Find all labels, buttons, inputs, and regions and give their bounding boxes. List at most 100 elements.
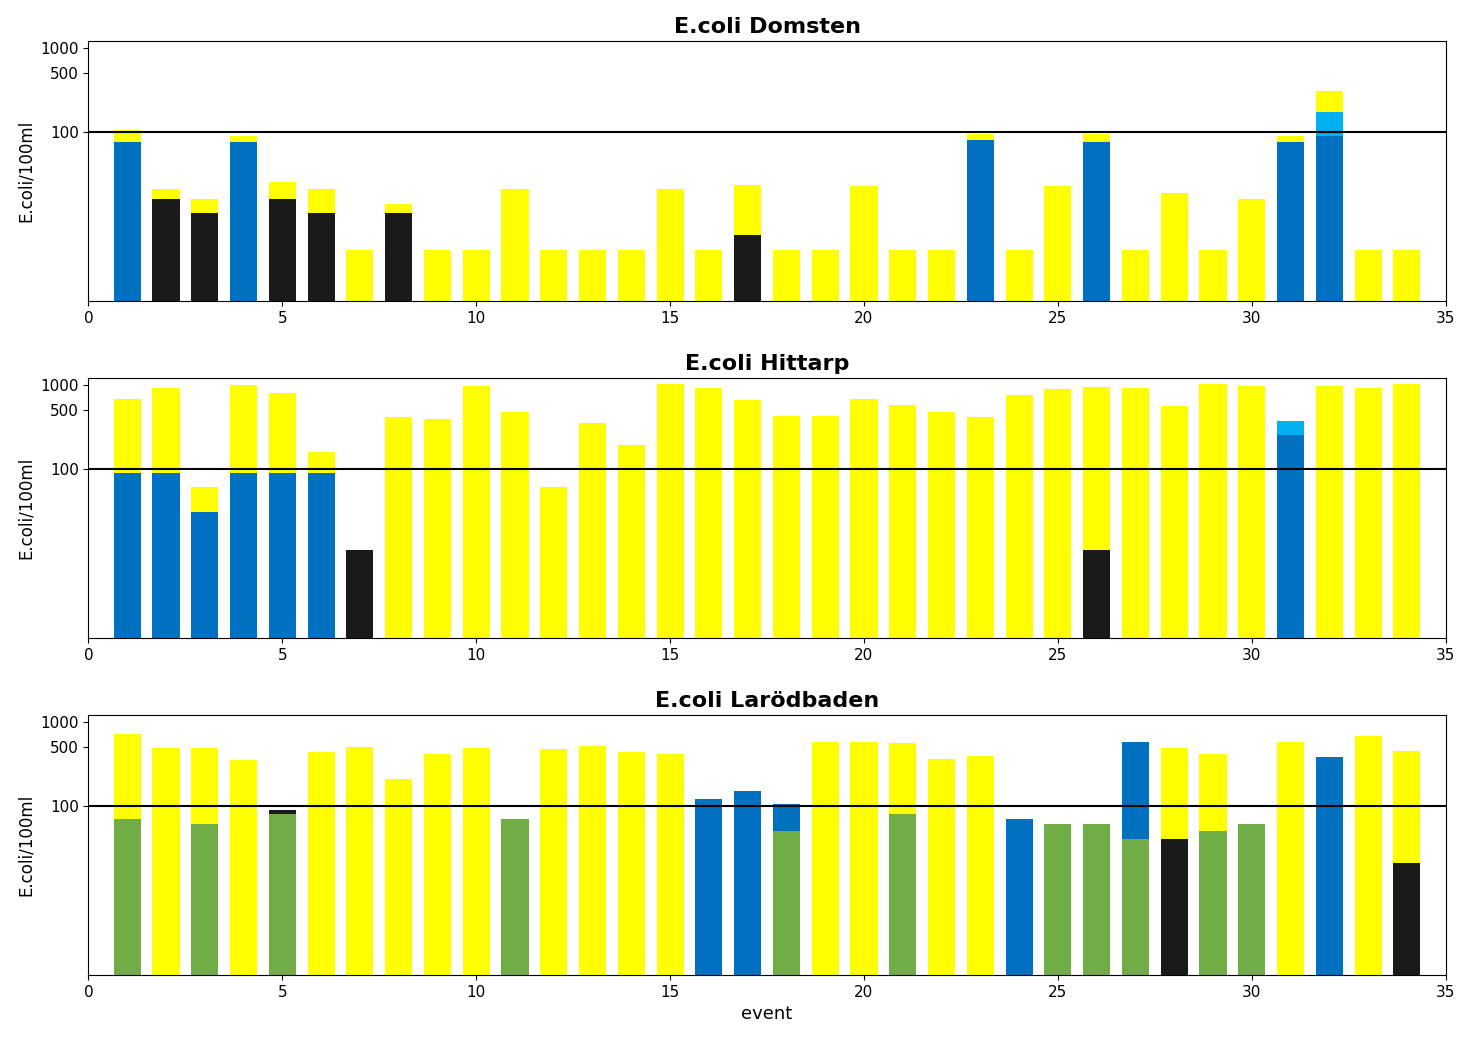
Bar — [424, 754, 450, 976]
Bar — [735, 400, 761, 639]
Bar — [386, 213, 412, 302]
Bar — [191, 200, 218, 213]
Bar — [113, 733, 141, 818]
Bar — [967, 756, 994, 976]
Bar — [889, 405, 917, 639]
Bar — [578, 251, 606, 302]
Bar — [153, 388, 180, 472]
Bar — [502, 412, 528, 639]
Y-axis label: E.coli/100ml: E.coli/100ml — [16, 457, 35, 560]
Bar — [851, 743, 877, 976]
Bar — [540, 251, 567, 302]
Bar — [657, 754, 683, 976]
Bar — [308, 753, 334, 976]
Bar — [308, 451, 334, 472]
Bar — [386, 204, 412, 213]
Bar — [1122, 251, 1150, 302]
Bar — [540, 488, 567, 639]
Bar — [1005, 394, 1033, 639]
Bar — [540, 749, 567, 976]
Bar — [967, 140, 994, 302]
Bar — [1238, 386, 1266, 639]
Bar — [1044, 186, 1072, 302]
Bar — [1044, 825, 1072, 976]
Bar — [191, 213, 218, 302]
Bar — [346, 550, 374, 639]
Bar — [1083, 387, 1110, 550]
Bar — [1160, 749, 1188, 839]
Bar — [618, 251, 645, 302]
Bar — [502, 818, 528, 976]
Bar — [851, 186, 877, 302]
Bar — [811, 416, 839, 639]
Bar — [230, 760, 258, 976]
Bar — [1278, 742, 1304, 976]
Bar — [1278, 142, 1304, 302]
Bar — [1083, 142, 1110, 302]
Bar — [1122, 742, 1150, 839]
Bar — [811, 742, 839, 976]
Bar — [1122, 388, 1150, 639]
Bar — [230, 386, 258, 472]
Bar — [1044, 389, 1072, 639]
Bar — [462, 748, 490, 976]
Bar — [386, 417, 412, 639]
Bar — [695, 388, 723, 639]
Bar — [269, 814, 296, 976]
Bar — [1005, 251, 1033, 302]
Bar — [1083, 134, 1110, 142]
Bar — [462, 251, 490, 302]
Bar — [113, 818, 141, 976]
Bar — [889, 744, 917, 814]
Bar — [1354, 251, 1382, 302]
Bar — [1316, 757, 1342, 976]
Bar — [851, 399, 877, 639]
Bar — [191, 748, 218, 825]
Bar — [1316, 135, 1342, 302]
Bar — [735, 184, 761, 235]
Bar — [424, 251, 450, 302]
Bar — [269, 393, 296, 472]
Bar — [1200, 384, 1226, 639]
Bar — [1394, 251, 1420, 302]
Bar — [927, 759, 955, 976]
Bar — [1160, 839, 1188, 976]
Bar — [811, 251, 839, 302]
Bar — [889, 251, 917, 302]
Bar — [735, 235, 761, 302]
Bar — [695, 251, 723, 302]
Bar — [346, 251, 374, 302]
Bar — [1238, 200, 1266, 302]
Bar — [269, 200, 296, 302]
Bar — [1200, 251, 1226, 302]
Bar — [424, 419, 450, 639]
Bar — [1354, 388, 1382, 639]
Bar — [1394, 751, 1420, 863]
Y-axis label: E.coli/100ml: E.coli/100ml — [16, 120, 35, 223]
Bar — [967, 417, 994, 639]
Bar — [1316, 90, 1342, 112]
Bar — [1083, 550, 1110, 639]
Bar — [1278, 135, 1304, 142]
Bar — [153, 189, 180, 200]
Bar — [1238, 825, 1266, 976]
X-axis label: event: event — [742, 1006, 792, 1023]
Bar — [889, 814, 917, 976]
Bar — [462, 386, 490, 639]
Bar — [230, 142, 258, 302]
Bar — [1394, 384, 1420, 639]
Bar — [230, 135, 258, 142]
Bar — [191, 488, 218, 512]
Bar — [346, 747, 374, 976]
Bar — [578, 423, 606, 639]
Bar — [230, 472, 258, 639]
Bar — [191, 825, 218, 976]
Bar — [1200, 754, 1226, 831]
Title: E.coli Hittarp: E.coli Hittarp — [684, 354, 849, 373]
Bar — [967, 134, 994, 140]
Bar — [1354, 736, 1382, 976]
Y-axis label: E.coli/100ml: E.coli/100ml — [16, 794, 35, 896]
Bar — [618, 445, 645, 639]
Title: E.coli Larödbaden: E.coli Larödbaden — [655, 691, 879, 710]
Bar — [695, 799, 723, 976]
